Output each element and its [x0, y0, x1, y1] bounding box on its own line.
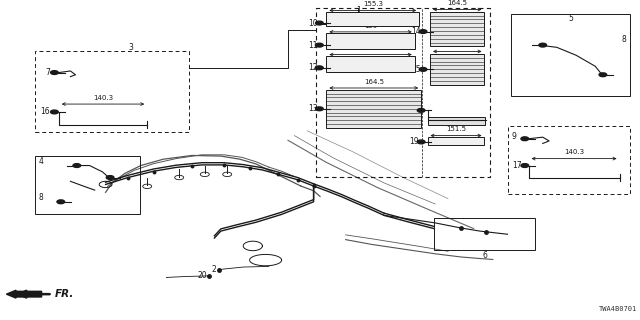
Bar [316, 8, 490, 177]
Bar [428, 117, 485, 124]
Circle shape [51, 110, 58, 114]
Text: 140.3: 140.3 [564, 149, 584, 156]
FancyArrow shape [6, 290, 42, 298]
Text: FR.: FR. [55, 289, 74, 299]
Text: 11: 11 [308, 41, 318, 50]
Text: 3: 3 [129, 43, 134, 52]
Circle shape [599, 73, 607, 77]
Bar [430, 54, 484, 85]
Bar [326, 90, 421, 128]
Text: 155.3: 155.3 [363, 1, 383, 7]
Bar [428, 137, 484, 145]
Text: 13: 13 [308, 104, 318, 113]
Text: 8: 8 [621, 35, 626, 44]
Text: 16: 16 [40, 108, 50, 116]
Text: 2: 2 [212, 265, 216, 274]
Text: 15: 15 [412, 65, 421, 74]
Text: 5: 5 [568, 14, 573, 23]
Text: 12: 12 [308, 63, 318, 72]
Circle shape [419, 30, 427, 34]
Text: 9: 9 [512, 132, 517, 141]
Text: 151.5: 151.5 [446, 126, 466, 132]
Bar [326, 33, 415, 49]
Text: 1: 1 [356, 6, 361, 15]
Text: 14: 14 [412, 27, 421, 36]
Bar [326, 12, 419, 26]
Text: 19: 19 [410, 137, 419, 146]
Text: 101.5: 101.5 [447, 42, 467, 48]
Circle shape [419, 68, 427, 71]
Text: 164.5: 164.5 [447, 0, 467, 6]
Circle shape [417, 108, 425, 112]
Bar [511, 13, 630, 96]
Text: 20: 20 [197, 271, 207, 280]
Bar [326, 56, 415, 72]
Circle shape [521, 164, 529, 167]
Text: TWA4B0701: TWA4B0701 [598, 306, 637, 312]
Circle shape [417, 140, 425, 144]
Circle shape [316, 21, 323, 25]
Circle shape [57, 200, 65, 204]
Bar [508, 126, 630, 194]
Text: 140.3: 140.3 [93, 95, 113, 101]
Bar [434, 219, 535, 250]
Bar [35, 52, 189, 132]
Circle shape [316, 66, 323, 70]
Text: 159: 159 [364, 23, 377, 29]
Text: 6: 6 [482, 251, 487, 260]
Bar [430, 12, 484, 46]
Bar [35, 156, 140, 214]
Circle shape [73, 164, 81, 167]
Circle shape [51, 71, 58, 75]
Text: 158.9: 158.9 [360, 45, 381, 52]
Circle shape [106, 176, 114, 180]
Text: 18: 18 [410, 106, 419, 115]
Text: 4: 4 [38, 157, 44, 166]
Circle shape [316, 107, 323, 111]
Circle shape [539, 43, 547, 47]
Text: 7: 7 [45, 68, 50, 77]
Circle shape [521, 137, 529, 140]
Text: 164.5: 164.5 [364, 79, 384, 85]
Text: 8: 8 [38, 193, 43, 202]
Text: 10: 10 [308, 19, 318, 28]
Text: 17: 17 [512, 161, 522, 170]
Circle shape [316, 43, 323, 47]
